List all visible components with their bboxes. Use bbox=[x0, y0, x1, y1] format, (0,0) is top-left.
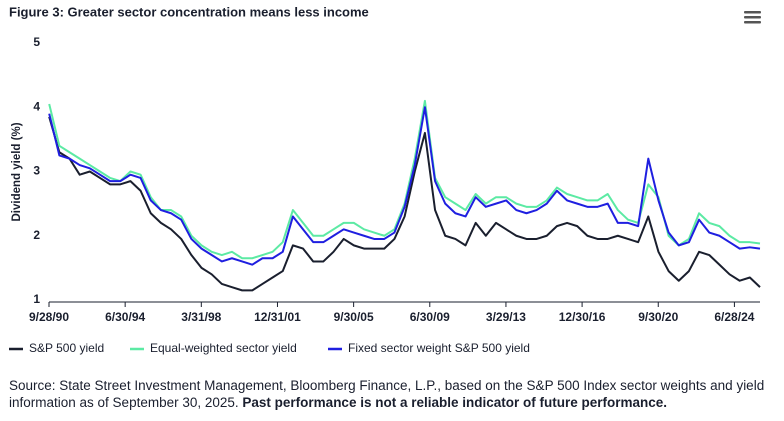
series-line bbox=[48, 106, 761, 266]
legend-label: Equal-weighted sector yield bbox=[150, 341, 297, 355]
legend-label: Fixed sector weight S&P 500 yield bbox=[348, 341, 530, 355]
source-disclaimer: Past performance is not a reliable indic… bbox=[242, 395, 668, 410]
legend-item: S&P 500 yield bbox=[9, 341, 104, 355]
source-note: Source: State Street Investment Manageme… bbox=[9, 377, 779, 411]
y-tick-label: 5 bbox=[33, 35, 40, 49]
legend-item: Fixed sector weight S&P 500 yield bbox=[328, 341, 530, 355]
y-tick-label: 4 bbox=[33, 99, 40, 113]
y-tick-label: 2 bbox=[33, 228, 40, 242]
x-tick-label: 9/30/20 bbox=[638, 310, 678, 324]
series-line bbox=[48, 116, 761, 292]
y-tick-label: 3 bbox=[33, 164, 40, 178]
legend-label: S&P 500 yield bbox=[29, 341, 104, 355]
x-tick-label: 12/30/16 bbox=[559, 310, 606, 324]
source-text: Source: State Street Investment Manageme… bbox=[9, 378, 765, 410]
x-tick-label: 6/30/09 bbox=[410, 310, 450, 324]
y-axis-label: Dividend yield (%) bbox=[11, 122, 23, 221]
x-tick-label: 12/31/01 bbox=[254, 310, 301, 324]
legend-item: Equal-weighted sector yield bbox=[130, 341, 297, 355]
x-tick-label: 3/29/13 bbox=[486, 310, 526, 324]
x-tick-label: 9/30/05 bbox=[334, 310, 374, 324]
x-tick-label: 6/28/24 bbox=[714, 310, 754, 324]
x-tick-label: 9/28/90 bbox=[29, 310, 69, 324]
menu-button[interactable] bbox=[744, 11, 761, 24]
chart-title: Figure 3: Greater sector concentration m… bbox=[9, 4, 369, 19]
x-tick-label: 3/31/98 bbox=[181, 310, 221, 324]
y-tick-label: 1 bbox=[33, 292, 40, 306]
x-tick-label: 6/30/94 bbox=[105, 310, 145, 324]
